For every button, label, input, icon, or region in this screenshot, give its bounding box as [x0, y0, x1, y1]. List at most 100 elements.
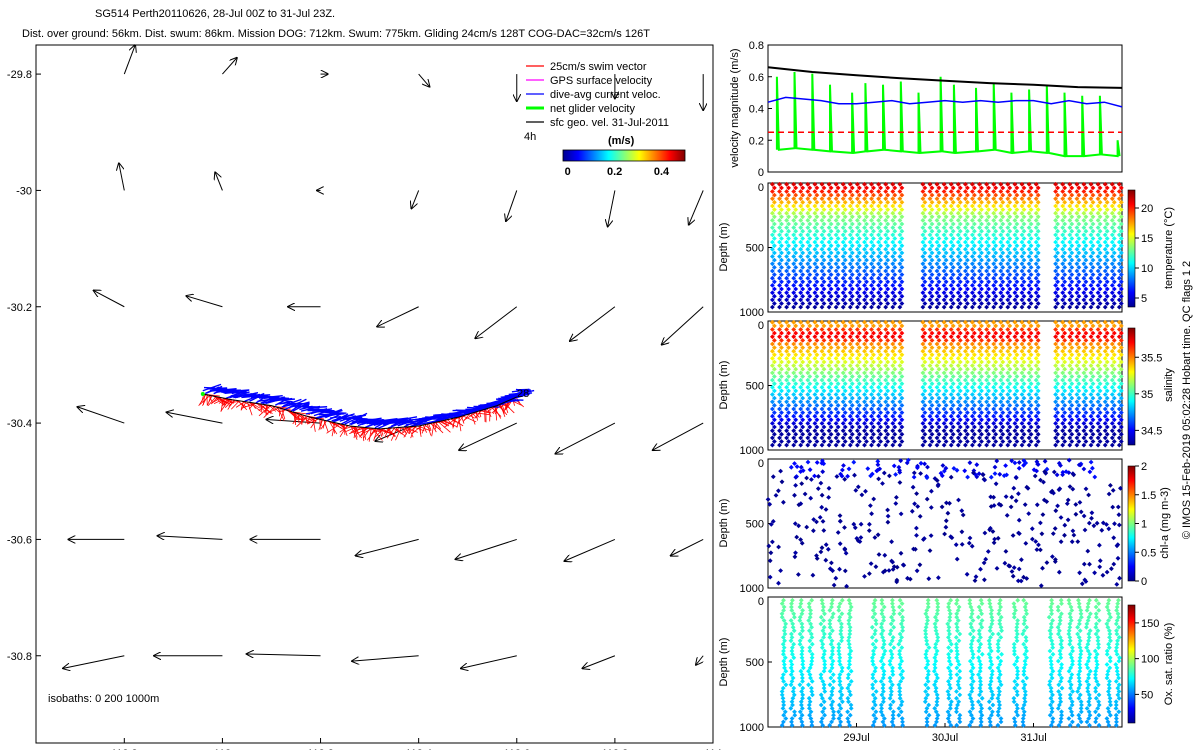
data-point	[943, 192, 949, 198]
data-point	[837, 541, 843, 547]
data-point	[936, 265, 942, 270]
data-point	[878, 236, 883, 241]
data-point	[869, 218, 874, 223]
data-point	[1038, 583, 1044, 589]
data-point	[948, 203, 954, 209]
data-point	[890, 210, 896, 216]
data-point	[1003, 494, 1009, 499]
data-point	[819, 504, 825, 510]
data-point	[1081, 561, 1087, 567]
data-point	[948, 275, 954, 281]
data-point	[768, 550, 774, 556]
data-point	[1110, 504, 1116, 510]
data-point	[793, 279, 799, 285]
data-point	[821, 243, 827, 249]
data-point	[927, 268, 933, 274]
data-point	[806, 682, 811, 688]
data-point	[841, 463, 846, 468]
data-point	[819, 239, 825, 245]
swim-vector	[421, 424, 427, 434]
swim-vector	[355, 427, 370, 435]
data-point	[840, 246, 846, 252]
data-point	[800, 265, 806, 270]
data-point	[963, 189, 968, 194]
track-start-marker	[200, 392, 205, 396]
data-point	[963, 239, 968, 245]
data-point	[770, 290, 775, 296]
data-point	[791, 304, 797, 310]
data-point	[922, 207, 928, 212]
data-point	[948, 261, 954, 267]
data-point	[847, 254, 853, 259]
colorbar-tick-label: 2	[1141, 461, 1147, 473]
data-point	[890, 699, 896, 705]
data-point	[781, 499, 786, 505]
data-point	[955, 246, 961, 252]
data-point	[793, 192, 799, 198]
data-point	[814, 272, 820, 277]
data-point	[1115, 504, 1121, 510]
data-point	[893, 472, 898, 477]
data-point	[957, 214, 963, 220]
geo-vector	[608, 190, 616, 226]
data-point	[868, 561, 874, 567]
data-point	[991, 494, 996, 500]
data-point	[798, 203, 804, 209]
data-point	[970, 210, 975, 216]
swim-vector	[251, 402, 256, 409]
data-point	[943, 265, 949, 270]
data-point	[791, 225, 797, 230]
data-point	[786, 250, 791, 256]
dac-vector	[229, 391, 250, 399]
data-point	[819, 275, 825, 281]
data-point	[849, 192, 855, 198]
data-point	[885, 513, 891, 519]
depth-ytick-label: 0	[758, 182, 764, 194]
swim-vector	[301, 415, 304, 425]
data-point	[849, 185, 855, 191]
dac-vector	[321, 408, 343, 418]
title-line-1: SG514 Perth20110626, 28-Jul 00Z to 31-Ju…	[95, 8, 335, 20]
data-point	[833, 210, 839, 216]
swim-vector	[279, 409, 285, 422]
data-point	[1002, 560, 1008, 566]
data-point	[897, 225, 903, 230]
data-point	[793, 272, 799, 277]
data-point	[807, 265, 813, 270]
data-point	[1016, 566, 1022, 572]
data-point	[826, 239, 832, 245]
data-point	[842, 214, 848, 220]
data-point	[885, 221, 891, 227]
data-point	[876, 552, 882, 557]
swim-vector	[410, 425, 417, 432]
map-ytick-label: -30	[16, 185, 32, 197]
data-point	[948, 474, 954, 480]
data-point	[821, 250, 827, 256]
data-point	[878, 214, 883, 220]
data-point	[786, 207, 791, 212]
swim-vector	[223, 399, 232, 406]
data-point	[972, 192, 977, 198]
colorbar-tick-label: 5	[1141, 293, 1147, 305]
data-point	[934, 297, 940, 303]
data-point	[897, 304, 903, 310]
data-point	[784, 239, 789, 245]
data-point	[892, 185, 898, 191]
data-point	[871, 185, 876, 191]
data-point	[1106, 526, 1112, 532]
data-point	[948, 239, 954, 245]
data-point	[855, 275, 860, 281]
data-point	[812, 196, 818, 202]
data-point	[823, 557, 829, 563]
data-point	[972, 228, 977, 234]
data-point	[866, 528, 872, 534]
data-point	[876, 246, 881, 252]
data-point	[814, 243, 820, 249]
data-point	[814, 207, 820, 212]
data-point	[1114, 582, 1120, 587]
data-point	[891, 624, 897, 630]
data-point	[948, 232, 954, 238]
data-point	[845, 716, 851, 721]
swim-vector	[353, 426, 357, 439]
swim-vector	[326, 423, 341, 434]
